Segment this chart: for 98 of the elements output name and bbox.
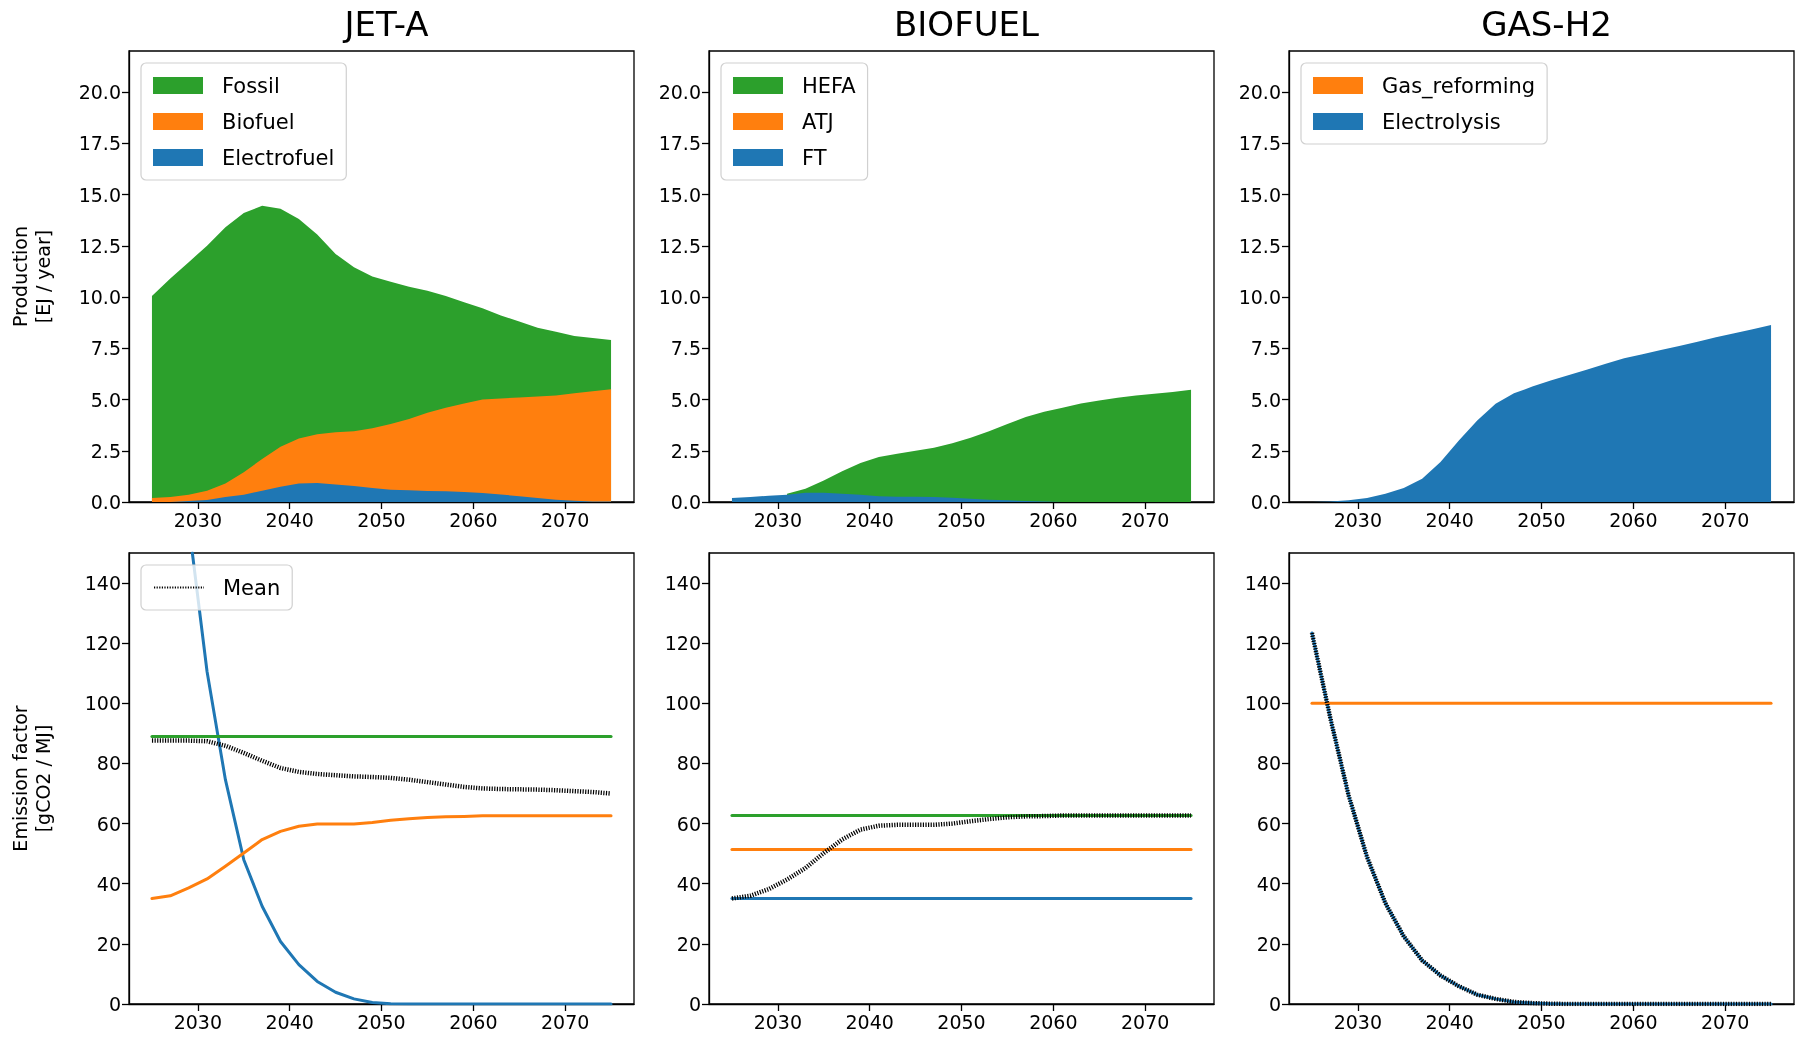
y-tick-label: 10.0: [1238, 286, 1281, 308]
y-tick-label: 140: [1244, 572, 1281, 595]
y-tick-label: 12.5: [78, 234, 121, 257]
y-axis-title: Emission factor [gCO2 / MJ]: [8, 705, 54, 852]
x-tick-label: 2060: [1029, 1010, 1078, 1033]
x-tick-label: 2060: [1609, 1010, 1658, 1033]
y-tick-label: 5.0: [90, 388, 121, 411]
y-tick-label: 60: [96, 812, 121, 835]
y-tick-label: 17.5: [658, 132, 701, 155]
y-tick-label: 60: [1256, 812, 1281, 835]
y-tick-label: 0.0: [1250, 491, 1281, 513]
line-series: [729, 813, 1194, 901]
y-tick-label: 12.5: [658, 234, 701, 257]
y-tick-label: 140: [84, 572, 121, 595]
y-tick-label: 80: [676, 752, 701, 775]
y-tick-label: 10.0: [78, 286, 121, 308]
x-tick-label: 2040: [265, 1010, 314, 1033]
y-tick-label: 2.5: [90, 439, 121, 462]
y-tick-label: 15.0: [78, 183, 121, 206]
legend-label: HEFA: [802, 73, 857, 98]
x-tick-label: 2030: [753, 1010, 803, 1033]
x-tick-label: 2050: [1517, 508, 1566, 531]
x-tick-label: 2030: [1333, 1010, 1383, 1033]
y-tick-label: 0.0: [90, 491, 121, 513]
y-tick-label: 120: [664, 632, 701, 655]
y-tick-label: 120: [1244, 632, 1281, 655]
chart-title: BIOFUEL: [894, 4, 1040, 44]
y-tick-label: 7.5: [1250, 337, 1281, 360]
y-tick-label: 5.0: [670, 388, 701, 411]
legend-label: Gas_reforming: [1382, 73, 1536, 99]
legend-label: Electrolysis: [1382, 109, 1501, 134]
y-tick-label: 100: [1244, 692, 1281, 715]
x-tick-label: 2060: [1609, 508, 1658, 531]
y-tick-label: 120: [84, 632, 121, 655]
x-tick-label: 2070: [1700, 508, 1750, 531]
y-tick-label: 100: [84, 692, 121, 715]
y-tick-label: 2.5: [1250, 439, 1281, 462]
y-tick-label: 80: [96, 752, 121, 775]
chart-title: GAS-H2: [1481, 4, 1612, 44]
y-tick-label: 20: [1256, 932, 1281, 955]
y-tick-label: 0: [1268, 993, 1281, 1015]
y-tick-label: 0.0: [670, 491, 701, 513]
y-tick-label: 80: [1256, 752, 1281, 775]
y-tick-label: 17.5: [1238, 132, 1281, 155]
x-tick-label: 2070: [540, 1010, 590, 1033]
legend-label: Fossil: [222, 73, 280, 98]
y-tick-label: 0: [688, 993, 701, 1015]
x-tick-label: 2070: [1120, 508, 1170, 531]
y-tick-label: 100: [664, 692, 701, 715]
y-tick-label: 2.5: [670, 439, 701, 462]
y-tick-label: 0: [108, 993, 121, 1015]
x-tick-label: 2050: [357, 1010, 406, 1033]
x-tick-label: 2040: [1425, 508, 1474, 531]
y-axis-title: Production [EJ / year]: [8, 225, 54, 328]
y-tick-label: 5.0: [1250, 388, 1281, 411]
x-tick-label: 2070: [1120, 1010, 1170, 1033]
y-tick-label: 20: [676, 932, 701, 955]
y-tick-label: 20.0: [78, 81, 121, 103]
y-tick-label: 40: [1256, 872, 1281, 895]
y-tick-label: 10.0: [658, 286, 701, 308]
line-series: [190, 551, 613, 1006]
x-tick-label: 2050: [1517, 1010, 1566, 1033]
y-tick-label: 140: [664, 572, 701, 595]
legend-label: Mean: [223, 575, 281, 600]
y-tick-label: 40: [96, 872, 121, 895]
x-tick-label: 2050: [937, 508, 986, 531]
x-tick-label: 2040: [845, 1010, 894, 1033]
y-tick-label: 7.5: [90, 337, 121, 360]
y-tick-label: 12.5: [1238, 234, 1281, 257]
x-tick-label: 2030: [753, 508, 803, 531]
y-tick-label: 20.0: [658, 81, 701, 103]
x-tick-label: 2060: [449, 1010, 498, 1033]
x-tick-label: 2050: [937, 1010, 986, 1033]
legend-label: ATJ: [802, 109, 834, 134]
y-tick-label: 17.5: [78, 132, 121, 155]
x-tick-label: 2070: [1700, 1010, 1750, 1033]
legend-label: FT: [802, 145, 827, 170]
x-tick-label: 2060: [1029, 508, 1078, 531]
legend-label: Electrofuel: [222, 145, 335, 170]
x-tick-label: 2070: [540, 508, 590, 531]
line-series: [150, 814, 613, 900]
x-tick-label: 2030: [173, 508, 223, 531]
x-tick-label: 2040: [1425, 1010, 1474, 1033]
y-tick-label: 60: [676, 812, 701, 835]
y-tick-label: 20.0: [1238, 81, 1281, 103]
x-tick-label: 2060: [449, 508, 498, 531]
chart-title: JET-A: [342, 4, 429, 44]
x-tick-label: 2040: [845, 508, 894, 531]
y-tick-label: 7.5: [670, 337, 701, 360]
x-tick-label: 2050: [357, 508, 406, 531]
y-tick-label: 40: [676, 872, 701, 895]
x-tick-label: 2040: [265, 508, 314, 531]
x-tick-label: 2030: [173, 1010, 223, 1033]
y-tick-label: 20: [96, 932, 121, 955]
x-tick-label: 2030: [1333, 508, 1383, 531]
y-tick-label: 15.0: [1238, 183, 1281, 206]
legend-label: Biofuel: [222, 109, 295, 134]
y-tick-label: 15.0: [658, 183, 701, 206]
